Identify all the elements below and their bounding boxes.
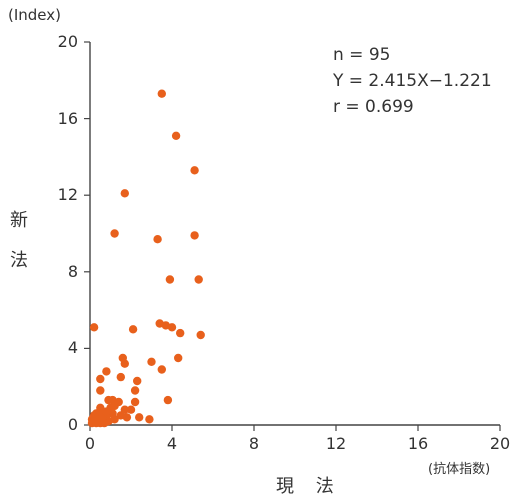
data-point	[128, 325, 138, 334]
data-point	[145, 415, 154, 424]
data-point	[196, 330, 205, 340]
correlation-annotation: r = 0.699	[333, 97, 414, 117]
x-tick-label: 8	[248, 434, 260, 453]
data-point	[116, 372, 126, 382]
data-point	[157, 365, 166, 374]
n-annotation: n = 95	[333, 45, 391, 65]
data-point	[89, 323, 99, 332]
data-point	[102, 367, 111, 376]
data-point	[120, 189, 129, 198]
y-tick-label: 20	[57, 32, 78, 51]
y-axis-unit: (Index)	[8, 6, 61, 24]
x-tick-label: 0	[84, 434, 96, 453]
data-point	[194, 275, 203, 284]
y-tick-label: 0	[67, 415, 78, 434]
data-point	[176, 328, 185, 338]
data-point	[110, 415, 119, 424]
tick-marks	[84, 41, 501, 431]
data-point	[120, 359, 129, 368]
data-points	[87, 89, 205, 428]
data-point	[122, 413, 132, 422]
data-point	[165, 275, 175, 284]
data-point	[87, 415, 97, 424]
data-point	[96, 386, 105, 395]
data-point	[163, 395, 173, 405]
y-tick-label: 8	[67, 261, 78, 281]
data-point	[171, 131, 181, 140]
data-point	[190, 166, 199, 175]
data-point	[133, 376, 142, 386]
data-point	[190, 231, 199, 240]
axes	[89, 42, 500, 426]
x-tick-label: 16	[407, 434, 429, 453]
data-point	[157, 89, 166, 98]
data-point	[102, 407, 111, 416]
data-point	[167, 323, 177, 332]
data-point	[126, 405, 136, 414]
regression-equation: Y = 2.415X−1.221	[333, 71, 492, 91]
y-tick-label: 12	[57, 185, 78, 205]
x-tick-label: 12	[325, 434, 347, 453]
data-point	[130, 397, 140, 407]
x-axis-label: 現 法	[276, 476, 342, 497]
data-point	[110, 229, 119, 238]
data-point	[174, 353, 183, 363]
data-point	[153, 235, 162, 244]
x-tick-label: 4	[166, 434, 178, 453]
y-tick-label: 4	[67, 338, 78, 358]
y-tick-label: 16	[57, 108, 78, 128]
y-axis-label-char-2: 法	[10, 250, 28, 271]
data-point	[96, 374, 105, 384]
data-point	[135, 413, 144, 422]
data-point	[130, 386, 140, 395]
x-axis-unit: (抗体指数)	[428, 462, 491, 477]
data-point	[147, 357, 156, 366]
y-axis-label-char-1: 新	[10, 210, 28, 231]
x-tick-label: 20	[489, 434, 511, 453]
